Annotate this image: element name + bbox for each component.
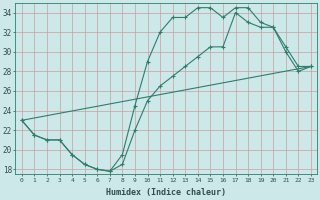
X-axis label: Humidex (Indice chaleur): Humidex (Indice chaleur) xyxy=(106,188,226,197)
